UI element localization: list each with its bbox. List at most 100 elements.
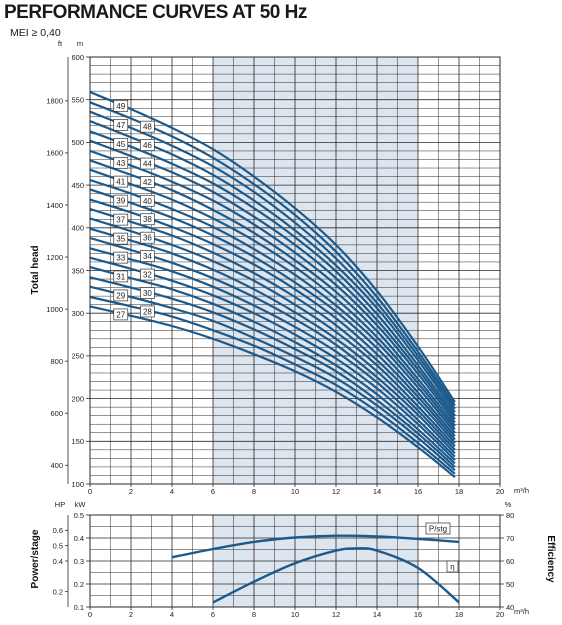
top-x-tick-label: 4 <box>170 487 174 496</box>
top-x-tick-label: 0 <box>88 487 92 496</box>
top-x-tick-label: 20 <box>496 487 504 496</box>
head-curve-45 <box>89 130 456 417</box>
y-tick-label-ft: 800 <box>50 357 63 366</box>
eff-tick-label: 60 <box>506 557 514 566</box>
kw-tick-label: 0.4 <box>74 534 84 543</box>
bottom-x-tick-label: 12 <box>332 610 340 619</box>
top-x-tick-label: 8 <box>252 487 256 496</box>
bottom-x-tick-label: 20 <box>496 610 504 619</box>
stage-labels: 49 47 45 43 41 39 37 35 33 31 29 27 48 46 44 42 40 38 36 34… <box>113 99 155 321</box>
stage-label-46: 46 <box>143 141 152 150</box>
eff-tick-label: 70 <box>506 534 514 543</box>
stage-label-32: 32 <box>143 271 152 280</box>
head-curve-33 <box>89 247 456 458</box>
kw-tick-label: 0.5 <box>74 511 84 520</box>
stage-label-box-42 <box>140 176 155 188</box>
kw-tick-label: 0.1 <box>74 603 84 612</box>
stage-label-box-33 <box>113 251 129 264</box>
top-x-tick-label: 12 <box>332 487 340 496</box>
top-y-label: Total head <box>30 245 41 294</box>
stage-label-42: 42 <box>143 178 152 187</box>
stage-label-49: 49 <box>116 102 125 111</box>
head-curve-49 <box>89 90 456 403</box>
stage-label-box-49 <box>113 99 129 112</box>
stage-label-box-31 <box>113 270 129 283</box>
top-x-tick-label: 18 <box>455 487 463 496</box>
stage-label-box-40 <box>140 194 155 207</box>
stage-label-box-44 <box>140 157 155 170</box>
y-tick-label-ft: 1000 <box>46 305 63 314</box>
bottom-x-tick-label: 4 <box>170 610 174 619</box>
stage-label-box-45 <box>113 137 129 150</box>
stage-label-41: 41 <box>116 178 125 187</box>
stage-label-box-37 <box>113 213 129 226</box>
bottom-y-label-efficiency: Efficiency <box>545 535 556 583</box>
stage-label-box-43 <box>113 156 129 169</box>
stage-label-box-29 <box>113 289 129 302</box>
stage-label-29: 29 <box>116 291 125 300</box>
stage-label-35: 35 <box>116 235 125 244</box>
stage-label-30: 30 <box>143 289 152 298</box>
bottom-x-tick-label: 10 <box>291 610 299 619</box>
y-tick-label-m: 350 <box>71 266 84 275</box>
stage-label-box-30 <box>140 287 155 299</box>
stage-label-33: 33 <box>116 254 125 263</box>
y-tick-label-m: 400 <box>71 224 84 233</box>
stage-label-47: 47 <box>116 121 125 130</box>
head-curve-35 <box>89 227 456 451</box>
hp-tick-label: 0.6 <box>53 526 63 535</box>
stage-label-box-34 <box>140 250 155 262</box>
y-tick-label-m: 100 <box>71 480 84 489</box>
eff-tick-label: 40 <box>506 603 514 612</box>
head-curve-39 <box>89 188 456 437</box>
y-tick-label-m: 600 <box>71 53 84 62</box>
bottom-x-tick-label: 6 <box>211 610 215 619</box>
efficiency-curve <box>212 547 460 604</box>
y-tick-label-ft: 1400 <box>46 201 63 210</box>
hp-tick-label: 0.5 <box>53 541 63 550</box>
stage-label-box-27 <box>113 308 129 321</box>
y-tick-label-m: 300 <box>71 309 84 318</box>
y-tick-label-m: 200 <box>71 394 84 403</box>
page-title: PERFORMANCE CURVES AT 50 Hz <box>4 2 307 23</box>
stage-label-box-47 <box>113 118 129 131</box>
y-tick-label-ft: 1800 <box>46 97 63 106</box>
kw-tick-label: 0.3 <box>74 557 84 566</box>
bottom-y-unit-kw: kW <box>75 500 87 509</box>
bottom-x-tick-label: 0 <box>88 610 92 619</box>
stage-label-31: 31 <box>116 272 125 281</box>
stage-label-box-48 <box>140 120 155 133</box>
top-x-tick-label: 2 <box>129 487 133 496</box>
top-axes: 1001502002503003504004505005506004006008… <box>46 53 504 496</box>
stage-label-box-32 <box>140 268 155 281</box>
bottom-y-unit-pct: % <box>505 500 512 509</box>
head-curve-31 <box>89 266 456 465</box>
stage-label-39: 39 <box>116 197 125 206</box>
bottom-y-label-power: Power/stage <box>30 529 41 588</box>
head-curve-43 <box>89 149 456 424</box>
head-curve-27 <box>89 305 456 479</box>
top-x-tick-label: 16 <box>414 487 422 496</box>
top-x-tick-label: 10 <box>291 487 299 496</box>
power-curve <box>171 534 460 559</box>
y-tick-label-m: 500 <box>71 138 84 147</box>
bottom-x-tick-label: 16 <box>414 610 422 619</box>
eff-tick-label: 80 <box>506 511 514 520</box>
head-curve-47 <box>89 110 456 410</box>
stage-label-37: 37 <box>116 216 125 225</box>
bottom-x-label: m³/h <box>514 607 529 616</box>
stage-label-40: 40 <box>143 197 152 206</box>
stage-label-box-36 <box>140 231 155 244</box>
power-efficiency-curves: P/stg η <box>171 522 460 604</box>
stage-label-28: 28 <box>143 307 152 316</box>
stage-label-box-46 <box>140 139 155 151</box>
y-tick-label-m: 150 <box>71 437 84 446</box>
head-curve-37 <box>89 207 456 444</box>
top-y-unit-ft: ft <box>58 39 63 48</box>
page-subtitle: MEI ≥ 0,40 <box>10 27 61 39</box>
bottom-x-tick-label: 8 <box>252 610 256 619</box>
bottom-x-tick-label: 2 <box>129 610 133 619</box>
y-tick-label-ft: 1600 <box>46 149 63 158</box>
head-curve-41 <box>89 168 456 430</box>
